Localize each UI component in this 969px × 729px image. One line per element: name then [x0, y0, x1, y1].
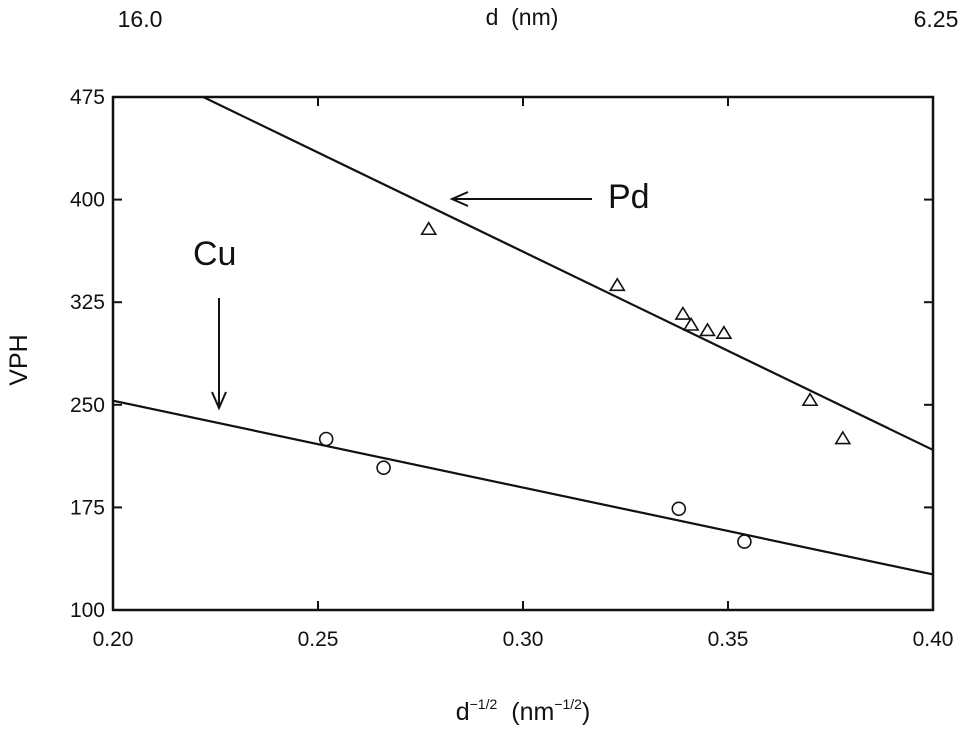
top-axis-left-label: 16.0 [118, 6, 163, 32]
data-point-cu [737, 534, 752, 549]
x-tick-label: 0.40 [913, 628, 954, 651]
x-axis-title-exponent: −1/2 [470, 696, 498, 712]
y-tick-label: 250 [70, 394, 105, 417]
x-axis-title-symbol: d [456, 698, 470, 726]
annotation-cu-label: Cu [193, 235, 236, 273]
annotation-pd-arrowhead [449, 191, 469, 207]
data-point-pd [834, 430, 852, 445]
data-point-pd [801, 392, 819, 407]
data-point-pd [420, 221, 438, 236]
x-tick-label: 0.25 [298, 628, 339, 651]
data-point-cu [376, 460, 391, 476]
y-tick-label: 475 [70, 86, 105, 109]
plot-frame [111, 95, 935, 612]
data-point-pd [608, 277, 626, 292]
y-tick-label: 175 [70, 496, 105, 519]
data-point-pd [699, 322, 716, 337]
x-axis-title-unit: (nm [511, 698, 554, 726]
y-tick-label: 100 [70, 599, 105, 622]
y-axis-title: VPH [5, 334, 33, 385]
x-tick-label: 0.30 [503, 628, 544, 651]
x-tick-label: 0.20 [93, 628, 134, 651]
annotation-cu-arrowhead [211, 391, 227, 411]
x-tick-label: 0.35 [708, 628, 749, 651]
y-tick-label: 325 [70, 291, 105, 314]
data-points [318, 221, 852, 549]
y-tick-label: 400 [70, 189, 105, 212]
top-axis-right-label: 6.25 [914, 6, 959, 32]
top-axis-title: d (nm) [486, 4, 559, 30]
ticks [112, 96, 934, 611]
data-point-pd [682, 316, 700, 331]
data-point-cu [318, 431, 334, 447]
data-point-pd [715, 325, 733, 340]
x-axis-title-unit-close: ) [582, 698, 590, 726]
x-axis-title-unit-exponent: −1/2 [554, 696, 582, 712]
annotation-cu: Cu [193, 235, 236, 411]
fit-line-cu [112, 399, 934, 576]
fit-line-pd [202, 96, 934, 451]
annotation-pd: Pd [449, 178, 650, 216]
data-point-cu [671, 501, 687, 517]
x-axis-title: d−1/2 (nm−1/2) [456, 696, 591, 726]
annotation-pd-label: Pd [608, 178, 650, 216]
tick-labels: 100 175 250 325 400 475 0.20 0.25 0.30 0.35 0.40 [70, 86, 953, 651]
data-point-pd [674, 305, 692, 320]
fit-lines [112, 96, 934, 576]
